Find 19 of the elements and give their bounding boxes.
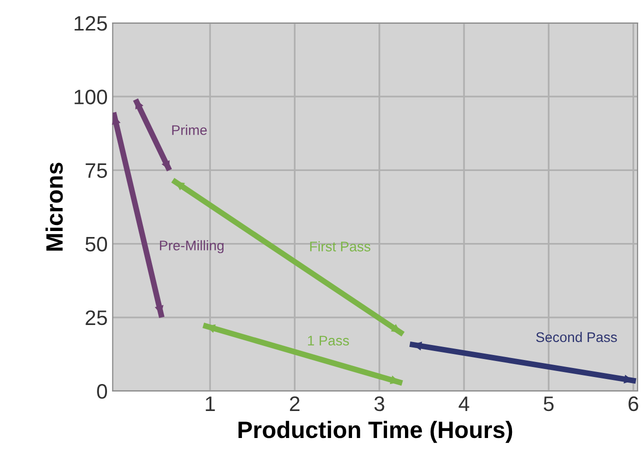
y-tick-label: 100 [74, 90, 108, 104]
x-tick-label: 2 [290, 396, 300, 411]
x-tick-label: 6 [628, 396, 638, 412]
y-tick-label: 25 [86, 310, 107, 326]
y-axis-title: Microns [46, 162, 63, 251]
y-tick-label: 0 [97, 384, 108, 399]
x-tick-label: 5 [544, 396, 554, 412]
x-axis-title: Production Time (Hours) [238, 420, 512, 443]
y-tick-label: 50 [86, 236, 108, 252]
series-label: Prime [172, 124, 207, 136]
x-tick-label: 1 [206, 396, 215, 411]
y-tick-label: 125 [74, 16, 107, 31]
series-label: First Pass [310, 241, 370, 252]
series-label: Second Pass [536, 332, 617, 342]
x-tick-label: 4 [458, 396, 470, 411]
series-label: 1 Pass [308, 336, 349, 346]
x-tick-label: 3 [374, 396, 384, 412]
series-label: Pre-Milling [160, 240, 224, 254]
y-tick-label: 75 [86, 163, 107, 178]
